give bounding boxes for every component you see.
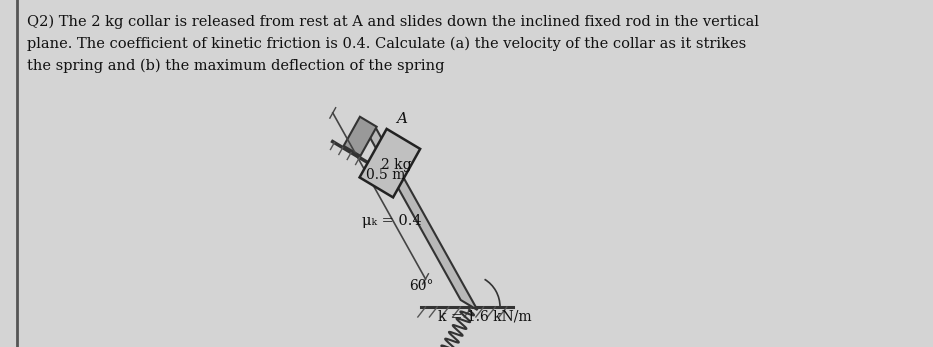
Polygon shape [343,117,377,156]
Text: 2 kg: 2 kg [381,158,411,172]
Text: 60°: 60° [409,279,433,293]
Text: k = 1.6 kN/m: k = 1.6 kN/m [439,309,532,323]
Text: Q2) The 2 kg collar is released from rest at A and slides down the inclined fixe: Q2) The 2 kg collar is released from res… [27,15,759,73]
Polygon shape [359,129,420,197]
Text: A: A [397,112,408,126]
Text: μₖ = 0.4: μₖ = 0.4 [362,214,422,228]
Polygon shape [359,118,478,310]
Text: 0.5 m: 0.5 m [366,168,405,183]
